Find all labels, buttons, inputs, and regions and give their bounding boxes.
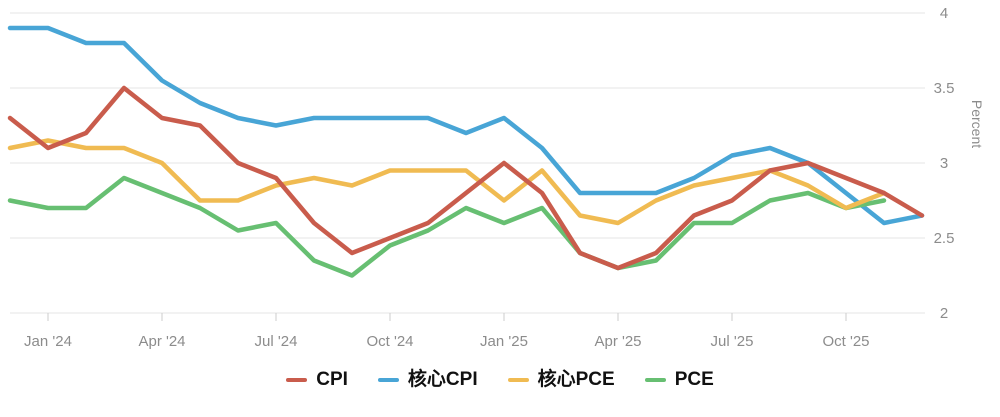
y-axis-label: 3 bbox=[940, 155, 948, 172]
chart-legend: CPI 核心CPI 核心PCE PCE bbox=[0, 370, 1000, 389]
x-axis-labels: Jan '24 Apr '24 Jul '24 Oct '24 Jan '25 Apr '… bbox=[24, 333, 869, 350]
series-line-核心PCE[interactable] bbox=[7, 138, 887, 226]
legend-swatch-icon bbox=[644, 377, 666, 382]
series-lines bbox=[7, 25, 925, 278]
legend-label: CPI bbox=[316, 369, 348, 390]
legend-item-核心CPI[interactable]: 核心CPI bbox=[377, 369, 478, 390]
x-axis-label: Apr '25 bbox=[594, 333, 641, 350]
x-axis-label: Apr '24 bbox=[138, 333, 185, 350]
legend-item-核心PCE[interactable]: 核心PCE bbox=[507, 369, 615, 390]
axis-ticks bbox=[47, 313, 847, 321]
legend-swatch-icon bbox=[507, 377, 529, 382]
y-axis-title: Percent bbox=[969, 100, 985, 148]
legend-item-CPI[interactable]: CPI bbox=[286, 370, 348, 389]
y-axis-label: 3.5 bbox=[934, 80, 955, 97]
y-axis-label: 2 bbox=[940, 305, 948, 322]
y-axis-unit-label: Percent bbox=[969, 100, 985, 148]
y-axis-label: 4 bbox=[940, 5, 948, 22]
series-line-PCE[interactable] bbox=[7, 175, 887, 278]
gridlines bbox=[10, 12, 925, 314]
legend-label: 核心CPI bbox=[407, 369, 478, 390]
legend-label: PCE bbox=[674, 369, 714, 390]
series-line-CPI[interactable] bbox=[7, 85, 925, 271]
x-axis-label: Jan '24 bbox=[24, 333, 72, 350]
x-axis-label: Jul '25 bbox=[711, 333, 754, 350]
legend-swatch-icon bbox=[377, 377, 399, 382]
y-axis-label: 2.5 bbox=[934, 230, 955, 247]
x-axis-label: Jan '25 bbox=[480, 333, 528, 350]
series-line-核心CPI[interactable] bbox=[7, 25, 925, 226]
y-axis-labels: 4 3.5 3 2.5 2 bbox=[934, 5, 955, 322]
x-axis-label: Oct '24 bbox=[366, 333, 413, 350]
x-axis-label: Jul '24 bbox=[255, 333, 298, 350]
legend-item-PCE[interactable]: PCE bbox=[644, 369, 714, 390]
legend-label: 核心PCE bbox=[537, 369, 615, 390]
legend-swatch-icon bbox=[286, 377, 308, 382]
x-axis-label: Oct '25 bbox=[822, 333, 869, 350]
